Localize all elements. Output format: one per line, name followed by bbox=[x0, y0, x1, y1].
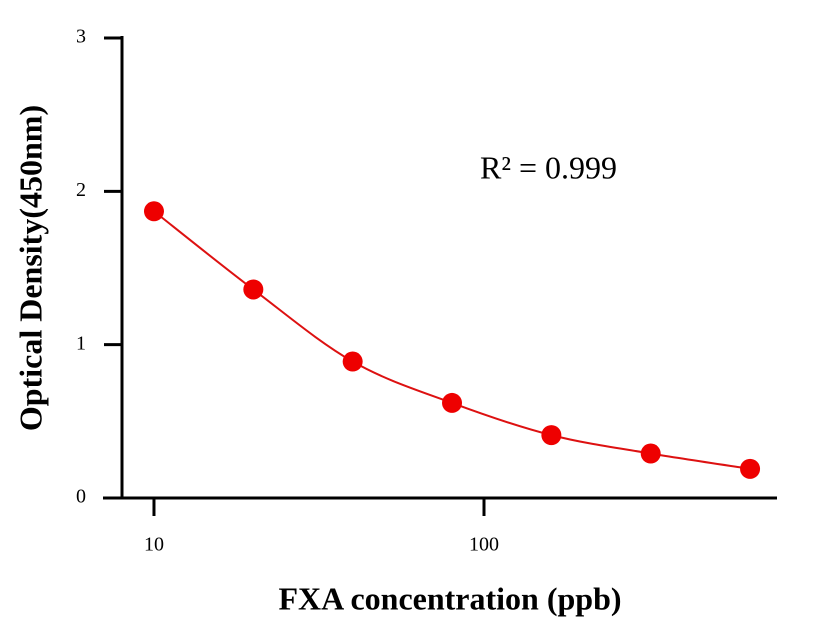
x-axis-title: FXA concentration (ppb) bbox=[278, 580, 621, 616]
fit-curve bbox=[153, 210, 751, 470]
y-tick-label: 2 bbox=[76, 179, 86, 201]
y-tick-label: 3 bbox=[76, 26, 86, 48]
data-point bbox=[143, 201, 164, 222]
data-point bbox=[342, 351, 363, 372]
data-point bbox=[442, 392, 463, 413]
data-point bbox=[740, 458, 761, 479]
data-point bbox=[541, 425, 562, 446]
y-tick-label: 1 bbox=[76, 332, 86, 354]
y-tick-label: 0 bbox=[76, 486, 86, 508]
data-point bbox=[640, 443, 661, 464]
x-tick-label: 10 bbox=[144, 534, 164, 556]
x-tick-label: 100 bbox=[469, 534, 499, 556]
data-point bbox=[243, 279, 264, 300]
y-axis-title: Optical Density(450nm) bbox=[12, 105, 48, 431]
annotation: R² = 0.999 bbox=[480, 149, 617, 185]
